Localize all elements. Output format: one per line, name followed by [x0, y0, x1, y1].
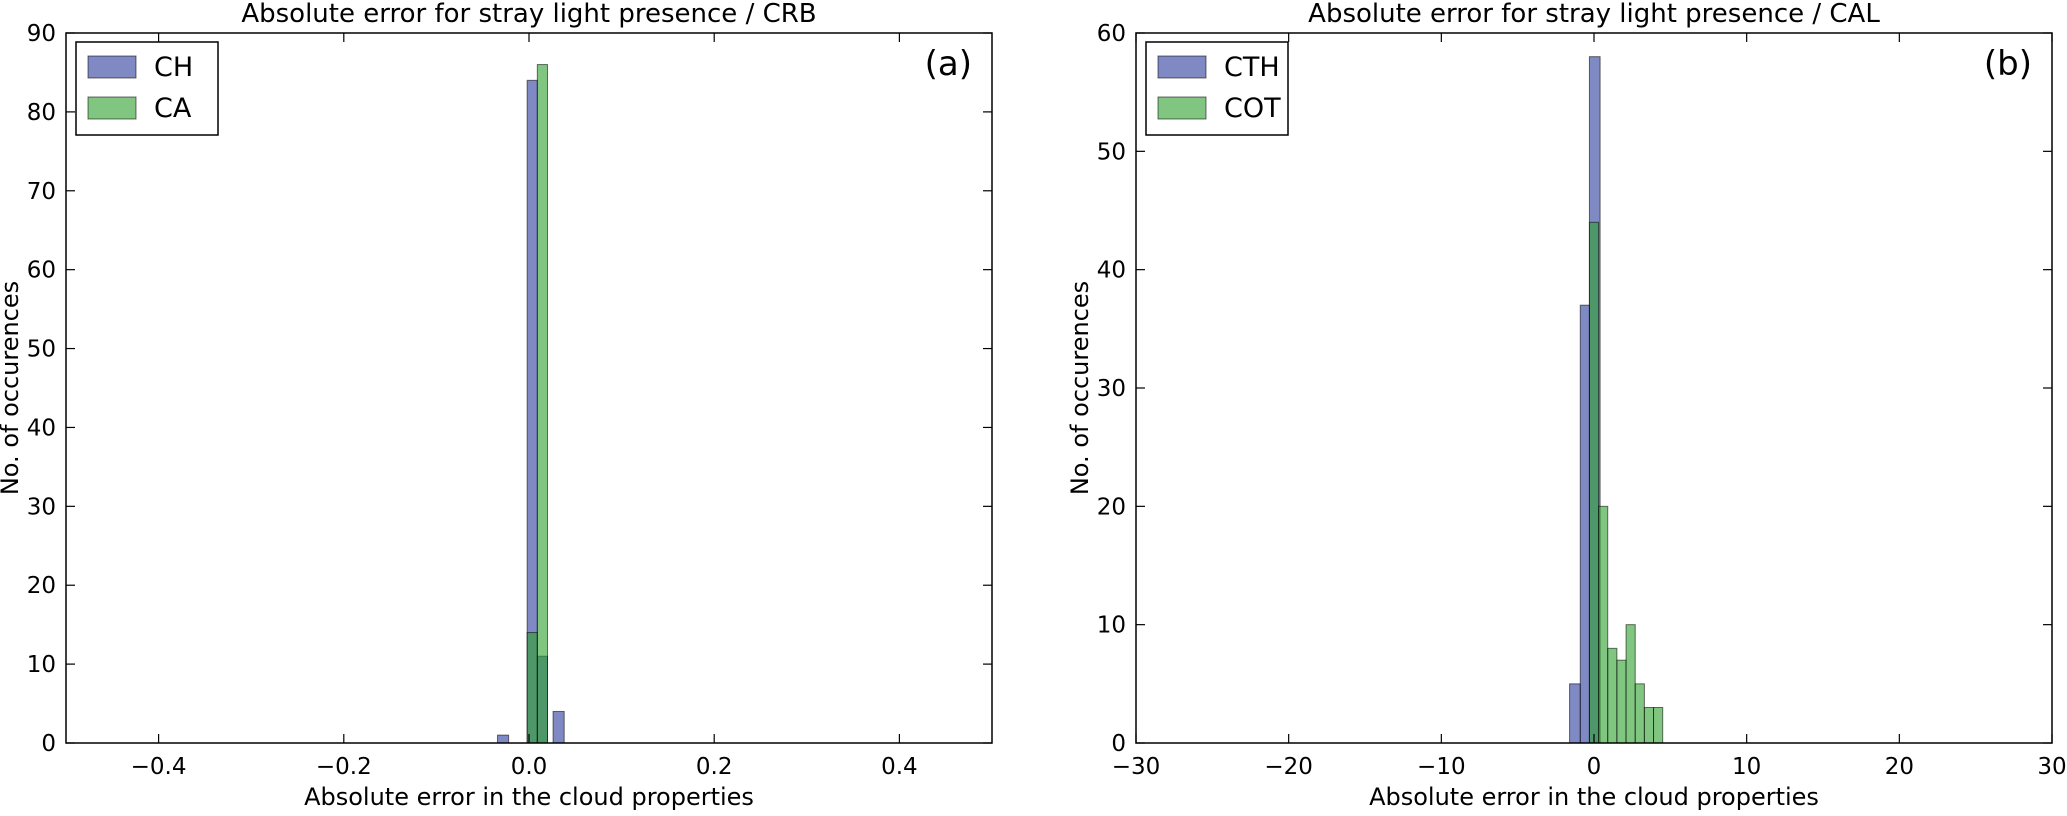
bar-cot-6: [1643, 707, 1655, 744]
x-tick-label: −10: [1417, 754, 1466, 780]
y-tick-label: 20: [1097, 494, 1126, 520]
x-tick-label: −30: [1112, 754, 1161, 780]
y-tick-label: 30: [1097, 376, 1126, 402]
y-tick-label: 50: [1097, 139, 1126, 165]
legend-label-cot: COT: [1224, 93, 1281, 124]
x-tick-label: −20: [1264, 754, 1313, 780]
y-axis-title: No. of occurences: [0, 281, 24, 495]
y-tick-label: 70: [27, 179, 56, 205]
panel-label: (a): [925, 44, 972, 84]
bar-ca-1: [536, 64, 549, 744]
legend-label-ca: CA: [154, 93, 192, 124]
legend-swatch-cth: [1157, 55, 1207, 79]
x-tick-label: −0.2: [316, 754, 372, 780]
x-axis-title: Absolute error in the cloud properties: [304, 783, 754, 811]
y-tick-label: 0: [41, 731, 56, 757]
legend-label-cth: CTH: [1224, 52, 1280, 83]
bar-cot-2: [1607, 647, 1618, 744]
y-tick-label: 40: [27, 415, 56, 441]
x-tick-label: −0.4: [131, 754, 187, 780]
bar-cot-7: [1653, 707, 1664, 744]
bar-ch-3: [552, 710, 565, 744]
y-tick-label: 60: [27, 258, 56, 284]
panel-label: (b): [1984, 44, 2032, 84]
bar-cth-0: [1569, 683, 1581, 744]
x-tick-label: 0.0: [511, 754, 548, 780]
y-axis-title: No. of occurences: [1066, 281, 1094, 495]
bar-cot-0: [1588, 221, 1600, 744]
bar-cot-5: [1634, 683, 1645, 744]
chart-title: Absolute error for stray light presence …: [241, 0, 816, 29]
y-tick-label: 50: [27, 337, 56, 363]
y-tick-label: 30: [27, 494, 56, 520]
y-tick-label: 60: [1097, 21, 1126, 47]
bar-ca-0: [526, 632, 538, 744]
bar-cot-3: [1616, 659, 1627, 744]
legend-swatch-ca: [87, 96, 137, 120]
chart-panel-2: −30 −20 −10 0 10 20 30 0 10 20 30 40 50 60 Absolute er…: [1066, 0, 2067, 811]
y-tick-label: 10: [1097, 613, 1126, 639]
legend-label-ch: CH: [154, 52, 193, 83]
y-tick-label: 0: [1111, 731, 1126, 757]
y-tick-label: 40: [1097, 258, 1126, 284]
y-tick-label: 10: [27, 652, 56, 678]
x-tick-label: 0.4: [881, 754, 918, 780]
bar-cth-1: [1579, 304, 1590, 744]
y-tick-label: 80: [27, 100, 56, 126]
legend-swatch-cot: [1157, 96, 1207, 120]
x-tick-label: 20: [1885, 754, 1914, 780]
bar-cot-4: [1625, 624, 1636, 744]
chart-panel-1: −0.4 −0.2 0.0 0.2 0.4 0 10 20 30 40 50 60 70 80 90 Abso…: [0, 0, 993, 811]
chart-title: Absolute error for stray light presence …: [1308, 0, 1880, 29]
x-tick-label: 0.2: [696, 754, 733, 780]
y-tick-label: 20: [27, 573, 56, 599]
x-tick-label: 10: [1732, 754, 1761, 780]
x-tick-label: 0: [1587, 754, 1602, 780]
y-tick-label: 90: [27, 21, 56, 47]
bar-cot-1: [1598, 505, 1609, 744]
x-axis-title: Absolute error in the cloud properties: [1369, 783, 1819, 811]
legend-swatch-ch: [87, 55, 137, 79]
bar-ch-0: [497, 734, 510, 744]
x-tick-label: 30: [2037, 754, 2066, 780]
